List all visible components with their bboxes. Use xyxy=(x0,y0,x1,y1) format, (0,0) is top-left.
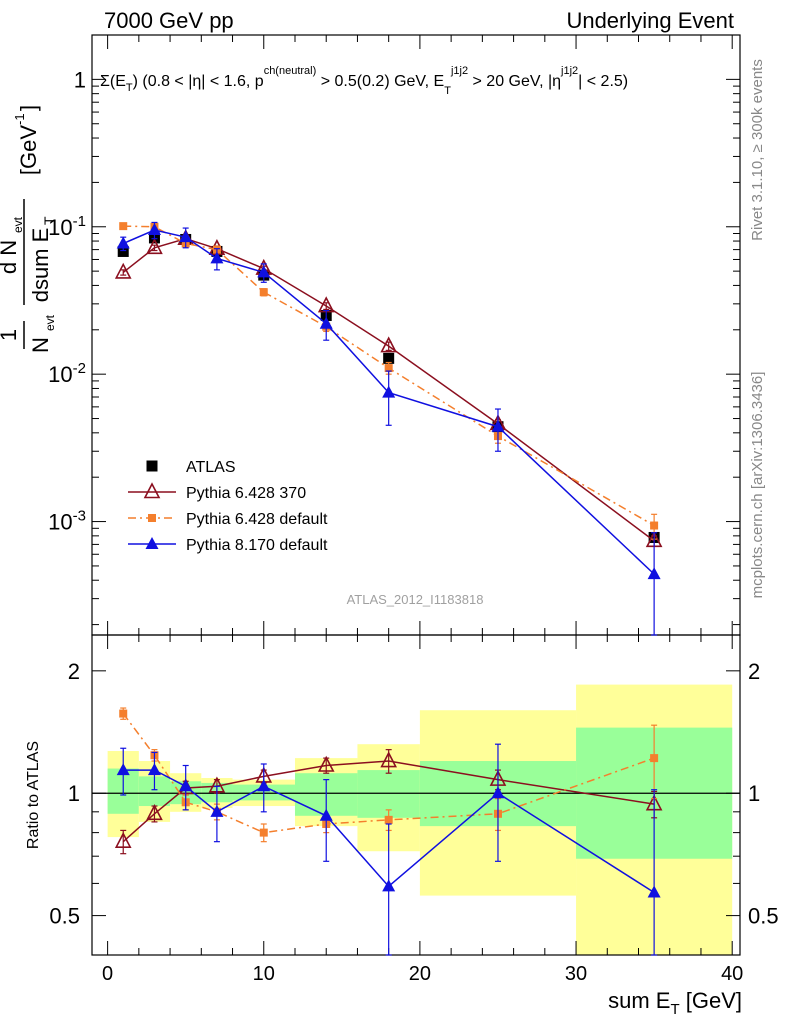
legend-label: Pythia 6.428 default xyxy=(186,511,328,528)
data-point xyxy=(384,815,393,824)
data-point xyxy=(114,831,132,848)
data-point xyxy=(382,879,396,892)
observable-label: Σ(ET) (0.8 < |η| < 1.6, pch(neutral) > 0… xyxy=(100,65,628,97)
data-point xyxy=(650,754,659,763)
data-point xyxy=(491,786,505,799)
legend-marker xyxy=(145,537,159,549)
data-point xyxy=(179,230,193,243)
rivet-label: Rivet 3.1.10, ≥ 300k events xyxy=(749,59,766,241)
svg-text:N: N xyxy=(28,337,53,353)
svg-text:]: ] xyxy=(16,105,41,111)
data-point xyxy=(179,779,193,792)
main-y-tick-label: 10-2 xyxy=(48,360,86,387)
legend: ATLAS Pythia 6.428 370 Pythia 6.428 defaul… xyxy=(128,459,328,554)
svg-text:evt: evt xyxy=(43,314,57,331)
data-point xyxy=(384,364,393,373)
data-point xyxy=(146,238,163,255)
analysis-id: ATLAS_2012_I1183818 xyxy=(347,592,484,607)
main-y-tick-label: 10-1 xyxy=(48,213,86,240)
data-point xyxy=(119,222,128,231)
legend-marker xyxy=(146,460,158,472)
data-point xyxy=(650,521,659,530)
data-point xyxy=(116,763,130,776)
data-point xyxy=(210,251,224,264)
x-tick-label: 0 xyxy=(102,963,113,985)
data-point xyxy=(383,352,395,364)
data-point xyxy=(257,779,271,792)
data-point xyxy=(491,419,505,432)
data-point xyxy=(380,751,397,768)
x-tick-label: 20 xyxy=(409,963,431,985)
legend-marker xyxy=(143,482,161,499)
data-point xyxy=(647,567,661,580)
data-point xyxy=(146,804,163,821)
main-y-tick-label: 10-3 xyxy=(48,508,86,535)
svg-text:evt: evt xyxy=(11,216,25,233)
legend-label: ATLAS xyxy=(186,459,236,476)
data-point xyxy=(117,245,129,257)
svg-text:-1: -1 xyxy=(12,113,27,125)
data-point xyxy=(147,763,161,776)
data-point xyxy=(119,709,128,718)
header-left: 7000 GeV pp xyxy=(104,8,234,33)
ratio-y-tick-label: 1 xyxy=(68,781,80,806)
svg-text:1: 1 xyxy=(0,329,21,341)
data-point xyxy=(259,288,268,297)
svg-text:[GeV: [GeV xyxy=(16,125,41,175)
svg-text:dsum E: dsum E xyxy=(28,228,53,303)
data-point xyxy=(210,804,224,817)
data-point xyxy=(147,223,161,236)
x-axis-label: sum ET [GeV] xyxy=(608,988,742,1018)
legend-item: Pythia 6.428 370 xyxy=(128,482,306,502)
ratio-y-tick-label-right: 2 xyxy=(748,659,760,684)
ratio-y-tick-label: 2 xyxy=(68,659,80,684)
data-point xyxy=(317,755,335,772)
legend-item: ATLAS xyxy=(146,459,236,476)
ratio-y-axis-label: Ratio to ATLAS xyxy=(25,741,42,849)
legend-label: Pythia 8.170 default xyxy=(186,537,328,554)
ratio-y-tick-label: 0.5 xyxy=(49,904,80,929)
legend-marker xyxy=(148,514,156,522)
ratio-frame xyxy=(91,634,741,956)
x-tick-label: 40 xyxy=(721,963,743,985)
ratio-series-pythia-8-170-default xyxy=(116,743,661,956)
data-point xyxy=(382,385,396,398)
data-point xyxy=(380,336,397,353)
data-point xyxy=(116,236,130,249)
data-point xyxy=(319,808,333,821)
data-point xyxy=(257,265,271,278)
x-tick-label: 10 xyxy=(253,963,275,985)
mcplots-label: mcplots.cern.ch [arXiv:1306.3436] xyxy=(749,372,766,599)
data-point xyxy=(319,316,333,329)
main-series-pythia-8-170-default xyxy=(116,221,661,636)
ratio-y-tick-label-right: 1 xyxy=(748,781,760,806)
main-y-tick-label: 1 xyxy=(74,67,86,92)
svg-text:d N: d N xyxy=(0,240,21,274)
svg-text:T: T xyxy=(41,216,57,225)
ratio-y-tick-label-right: 0.5 xyxy=(748,904,779,929)
main-y-axis-label: 1Nevtd Nevtdsum ET[GeV-1] xyxy=(0,105,57,353)
legend-item: Pythia 8.170 default xyxy=(128,537,328,554)
data-point xyxy=(259,828,268,837)
legend-item: Pythia 6.428 default xyxy=(128,511,328,528)
data-point xyxy=(114,262,132,279)
header-right: Underlying Event xyxy=(566,8,734,33)
data-point xyxy=(647,885,661,898)
legend-label: Pythia 6.428 370 xyxy=(186,485,306,502)
x-tick-label: 30 xyxy=(565,963,587,985)
